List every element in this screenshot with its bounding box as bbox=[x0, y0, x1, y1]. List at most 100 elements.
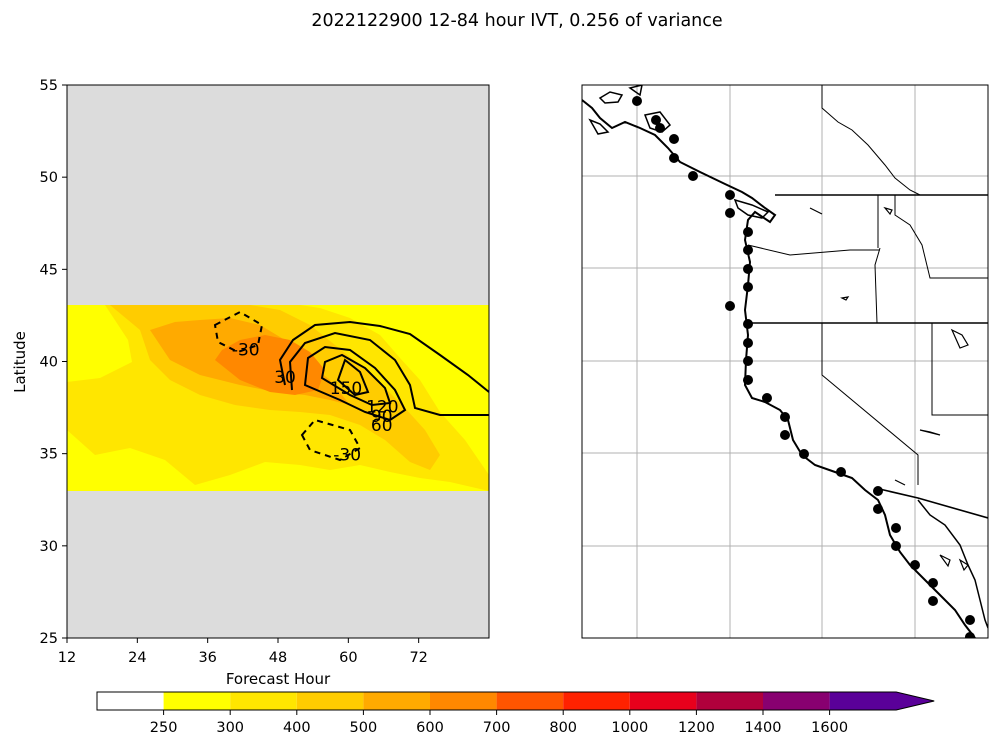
station-point bbox=[743, 338, 753, 348]
lake-7 bbox=[939, 554, 951, 568]
contour-90 bbox=[303, 345, 407, 422]
station-point bbox=[928, 578, 938, 588]
y-axis-label: Latitude bbox=[11, 331, 29, 393]
station-point bbox=[780, 412, 790, 422]
station-point bbox=[910, 560, 920, 570]
station-point bbox=[688, 171, 698, 181]
coastline bbox=[582, 85, 988, 638]
island-4 bbox=[643, 111, 672, 133]
contour-30 bbox=[278, 320, 489, 393]
station-point bbox=[743, 319, 753, 329]
island-3 bbox=[588, 118, 610, 135]
colorbar-cell bbox=[230, 692, 297, 710]
station-point bbox=[891, 523, 901, 533]
colorbar-tick-label: 700 bbox=[483, 720, 511, 736]
colorbar-tick-label: 1200 bbox=[678, 720, 715, 736]
station-point bbox=[965, 615, 975, 625]
lake-6 bbox=[894, 479, 906, 486]
island-2 bbox=[628, 85, 643, 97]
colorbar-tick-label: 800 bbox=[549, 720, 577, 736]
contour-label: 90 bbox=[371, 407, 393, 427]
colorbar: 250 300 400 500 600 700 800 1000 1200 1400 1600 bbox=[96, 691, 935, 736]
colorbar-cell bbox=[163, 692, 231, 710]
station-point bbox=[743, 375, 753, 385]
colorbar-tick-label: 1000 bbox=[611, 720, 648, 736]
colorbar-tick-label: 500 bbox=[350, 720, 378, 736]
station-point bbox=[655, 123, 665, 133]
contour-label: -30 bbox=[232, 340, 260, 360]
colorbar-cell bbox=[97, 692, 164, 710]
contour-label: 60 bbox=[371, 416, 393, 436]
colorbar-tick-label: 400 bbox=[283, 720, 311, 736]
lake-5 bbox=[919, 429, 941, 436]
x-tick-label: 48 bbox=[269, 650, 287, 666]
station-point bbox=[632, 96, 642, 106]
border-or-id bbox=[874, 247, 881, 324]
ivt-filled-contours bbox=[67, 305, 489, 491]
contour-120 bbox=[320, 353, 392, 407]
island-1 bbox=[598, 91, 624, 104]
station-point bbox=[743, 356, 753, 366]
contour-label: 120 bbox=[366, 398, 398, 418]
x-tick-label: 24 bbox=[128, 650, 146, 666]
y-tick-label: 25 bbox=[40, 631, 58, 647]
border-mt-id bbox=[894, 195, 988, 279]
figure-title: 2022122900 12-84 hour IVT, 0.256 of vari… bbox=[311, 11, 722, 31]
station-point bbox=[891, 541, 901, 551]
x-tick-label: 60 bbox=[339, 650, 357, 666]
map-frame bbox=[581, 84, 989, 639]
y-tick-label: 40 bbox=[40, 355, 58, 371]
anomaly-contours bbox=[213, 310, 489, 462]
map-panel bbox=[581, 84, 989, 639]
lake-8 bbox=[958, 558, 969, 572]
lake-1 bbox=[809, 207, 823, 215]
station-point bbox=[965, 632, 975, 638]
contour-60 bbox=[288, 331, 489, 416]
border-wa-or bbox=[747, 244, 880, 256]
colorbar-tick-label: 300 bbox=[216, 720, 244, 736]
colorbar-cell bbox=[763, 692, 830, 710]
station-point bbox=[743, 282, 753, 292]
lake-3 bbox=[840, 296, 850, 301]
y-axis-ticks: 25 30 35 40 45 50 55 bbox=[40, 78, 67, 647]
station-point bbox=[799, 449, 809, 459]
colorbar-cell bbox=[496, 692, 564, 710]
station-point bbox=[669, 153, 679, 163]
y-tick-label: 55 bbox=[40, 78, 58, 94]
y-tick-label: 35 bbox=[40, 447, 58, 463]
station-point bbox=[762, 393, 772, 403]
colorbar-cell bbox=[430, 692, 497, 710]
station-point bbox=[743, 264, 753, 274]
map-gridlines bbox=[582, 85, 988, 638]
colorbar-cell bbox=[629, 692, 697, 710]
x-tick-label: 72 bbox=[409, 650, 427, 666]
border-nv-ut bbox=[931, 323, 988, 416]
contour-label: 150 bbox=[330, 379, 362, 399]
station-point bbox=[725, 208, 735, 218]
colorbar-cell bbox=[696, 692, 763, 710]
station-point bbox=[669, 134, 679, 144]
colorbar-ticks: 250 300 400 500 600 700 800 1000 1200 1400 1600 bbox=[150, 710, 848, 736]
colorbar-cell bbox=[363, 692, 430, 710]
border-us-mexico bbox=[874, 487, 988, 519]
station-point bbox=[780, 430, 790, 440]
station-point bbox=[928, 596, 938, 606]
vancouver-island bbox=[733, 198, 770, 219]
station-point bbox=[873, 504, 883, 514]
colorbar-tick-label: 1600 bbox=[811, 720, 848, 736]
missing-region-south bbox=[67, 490, 489, 638]
colorbar-tick-label: 1400 bbox=[745, 720, 782, 736]
colorbar-extend-arrow bbox=[829, 692, 935, 710]
x-axis-ticks: 12 24 36 48 60 72 bbox=[58, 638, 428, 666]
station-point bbox=[836, 467, 846, 477]
x-tick-label: 12 bbox=[58, 650, 76, 666]
y-tick-label: 30 bbox=[40, 539, 58, 555]
colorbar-cell bbox=[296, 692, 364, 710]
contour-150 bbox=[336, 358, 370, 397]
station-point bbox=[873, 486, 883, 496]
station-points bbox=[632, 96, 975, 638]
y-tick-label: 50 bbox=[40, 170, 58, 186]
